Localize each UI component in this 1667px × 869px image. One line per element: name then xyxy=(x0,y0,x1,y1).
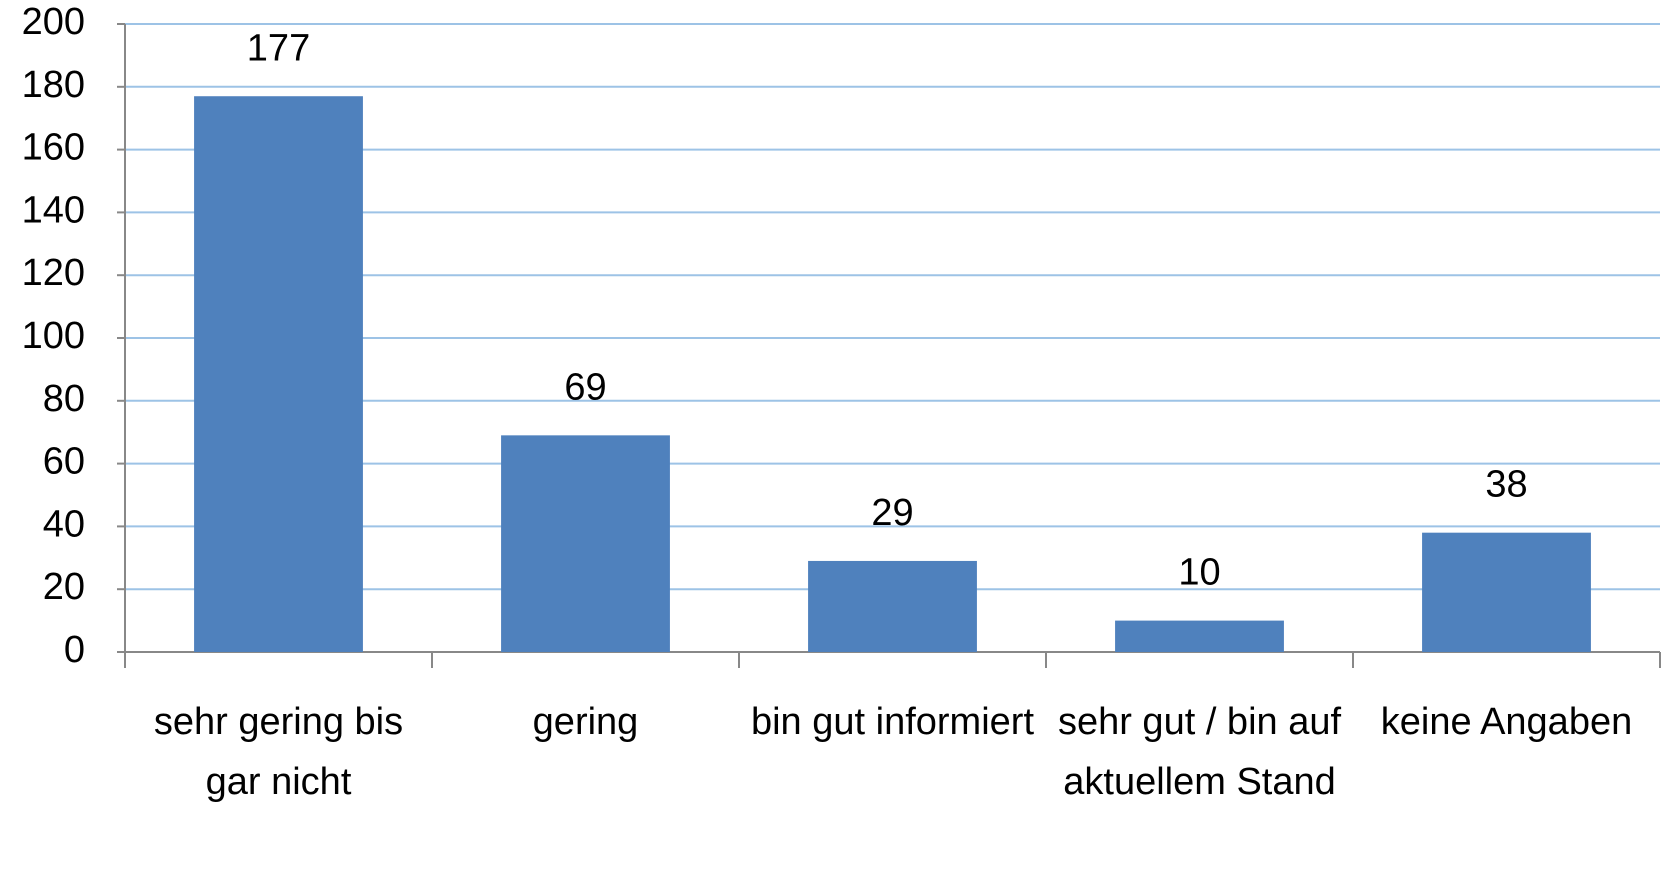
y-tick-label: 180 xyxy=(22,64,85,106)
y-tick-label: 160 xyxy=(22,127,85,169)
data-label: 177 xyxy=(247,27,310,69)
x-tick-label: gering xyxy=(532,701,639,743)
y-tick-label: 20 xyxy=(43,566,85,608)
x-tick-label: sehr gut / bin auf aktuellem Stand xyxy=(1057,701,1342,803)
data-label: 38 xyxy=(1485,464,1527,506)
y-tick-label: 120 xyxy=(22,252,85,294)
x-tick-label: sehr gering bis gar nicht xyxy=(153,701,404,803)
y-tick-label: 60 xyxy=(43,441,85,483)
y-tick-label: 40 xyxy=(43,503,85,545)
y-tick-label: 80 xyxy=(43,378,85,420)
x-tick-label: keine Angaben xyxy=(1380,701,1633,743)
data-label: 10 xyxy=(1178,552,1220,594)
bar xyxy=(1115,620,1284,652)
x-tick-label: bin gut informiert xyxy=(750,701,1034,743)
bar xyxy=(194,96,363,653)
data-label: 69 xyxy=(564,366,606,408)
bar xyxy=(501,435,670,652)
y-tick-label: 0 xyxy=(64,629,85,671)
y-tick-label: 100 xyxy=(22,315,85,357)
y-tick-label: 140 xyxy=(22,189,85,231)
y-tick-label: 200 xyxy=(22,1,85,43)
bar xyxy=(808,560,977,652)
data-label: 29 xyxy=(871,492,913,534)
bar xyxy=(1422,532,1591,652)
